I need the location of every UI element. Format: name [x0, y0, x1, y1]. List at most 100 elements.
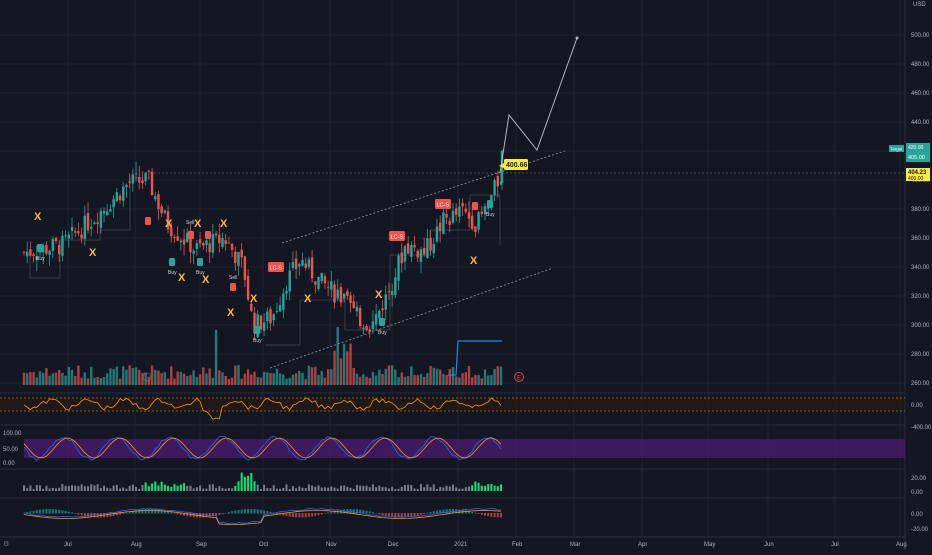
candle-body — [275, 311, 279, 312]
histogram-bar — [298, 486, 301, 491]
histogram-bar — [189, 485, 192, 491]
candle-body — [461, 202, 464, 207]
candle-body — [474, 226, 477, 232]
histogram-bar — [445, 485, 448, 491]
buy-badge — [379, 318, 385, 326]
stoch-tick-label: 50.00 — [3, 447, 19, 453]
sell-badge — [145, 217, 151, 225]
candle-body — [314, 281, 317, 285]
macd-histogram-bar — [295, 513, 298, 518]
volume-bar — [330, 369, 333, 385]
histogram-bar — [93, 485, 96, 491]
histogram-bar — [250, 473, 253, 491]
histogram-bar — [55, 488, 58, 491]
histogram-bar — [407, 484, 410, 491]
x-marker: X — [178, 272, 186, 284]
candle-body — [166, 211, 170, 230]
projection-path[interactable] — [499, 36, 579, 174]
macd-histogram-bar — [432, 511, 435, 514]
volume-bar — [470, 377, 474, 385]
candle-body — [269, 309, 272, 324]
volume-bar — [230, 377, 234, 385]
volume-bar — [211, 377, 215, 385]
histogram-bar — [288, 488, 291, 491]
candle-body — [464, 208, 467, 212]
macd-histogram-bar — [141, 509, 144, 514]
volume-bar — [22, 372, 26, 385]
volume-bar — [131, 367, 135, 385]
histogram-bar — [272, 485, 275, 491]
upper-tag-label: 400.00 — [908, 176, 924, 182]
histogram-bar — [317, 485, 320, 491]
volume-bar — [381, 374, 384, 385]
candle-body — [128, 181, 131, 183]
histogram-bar — [253, 481, 256, 491]
time-axis-label: Jun — [764, 542, 774, 548]
candle-body — [214, 233, 218, 236]
volume-bar — [192, 370, 195, 385]
macd-histogram-bar — [189, 513, 192, 517]
candle-body — [195, 243, 199, 249]
volume-bar — [451, 367, 455, 385]
macd-histogram-bar — [394, 513, 397, 518]
histogram-bar — [51, 487, 54, 491]
volume-bar — [42, 372, 45, 385]
candle-body — [131, 174, 135, 184]
volume-bar — [170, 366, 173, 385]
stoch-tick-label: 100.00 — [3, 431, 22, 437]
histogram-bar — [490, 483, 493, 491]
volume-bar — [61, 372, 64, 385]
histogram-bar — [163, 484, 166, 491]
candle-body — [102, 210, 106, 214]
macd-histogram-bar — [483, 513, 486, 516]
volume-bar — [198, 374, 202, 385]
macd-histogram-bar — [186, 513, 189, 517]
lc-label: LC-S — [391, 235, 404, 241]
histogram-bar — [323, 487, 326, 491]
osc-band — [0, 398, 905, 411]
histogram-bar — [359, 485, 362, 491]
sell-badge — [472, 202, 478, 210]
histogram-bar — [74, 485, 77, 491]
histogram-bar — [35, 485, 38, 491]
histogram-bar — [365, 485, 368, 491]
candle-body — [83, 215, 87, 239]
macd-histogram-bar — [451, 509, 454, 514]
candle-body — [352, 301, 355, 308]
histogram-bar — [269, 488, 272, 491]
histogram-bar — [378, 485, 381, 491]
histogram-bar — [167, 485, 170, 491]
volume-bar — [118, 378, 122, 385]
histogram-bar — [77, 486, 80, 491]
buy-badge — [169, 258, 175, 266]
histogram-bar — [346, 486, 349, 491]
volume-bar — [291, 374, 295, 385]
macd-histogram-bar — [320, 513, 323, 515]
settings-icon[interactable]: ⚙ — [3, 540, 9, 548]
candle-body — [416, 250, 419, 258]
macd-histogram-bar — [333, 510, 336, 514]
macd-histogram-bar — [259, 509, 262, 514]
volume-bar — [349, 343, 352, 385]
volume-bar — [486, 375, 490, 385]
histogram-bar — [109, 488, 112, 491]
histogram-bar — [330, 486, 333, 491]
histogram-bar — [282, 487, 285, 491]
x-marker: X — [250, 293, 258, 305]
price-axis[interactable]: USD 500.00 480.00 460.00 440.00 420.00 400.00… — [911, 2, 930, 387]
histogram-bar — [381, 486, 384, 491]
volume-bar — [288, 377, 291, 385]
volume-bar — [499, 366, 503, 385]
hist-tick-label: 20.00 — [911, 476, 927, 482]
volume-bar — [150, 365, 154, 385]
time-axis-label: Jul — [64, 542, 72, 548]
candle-body — [426, 238, 429, 258]
time-axis[interactable]: Jul Aug Sep Oct Nov Dec 2021 Feb Mar Apr May Jun Jul… — [64, 542, 907, 548]
histogram-bar — [61, 484, 64, 491]
histogram-bar — [311, 485, 314, 491]
histogram-bar — [160, 481, 163, 491]
macd-histogram-bar — [35, 510, 38, 514]
volume-bar — [166, 378, 170, 385]
